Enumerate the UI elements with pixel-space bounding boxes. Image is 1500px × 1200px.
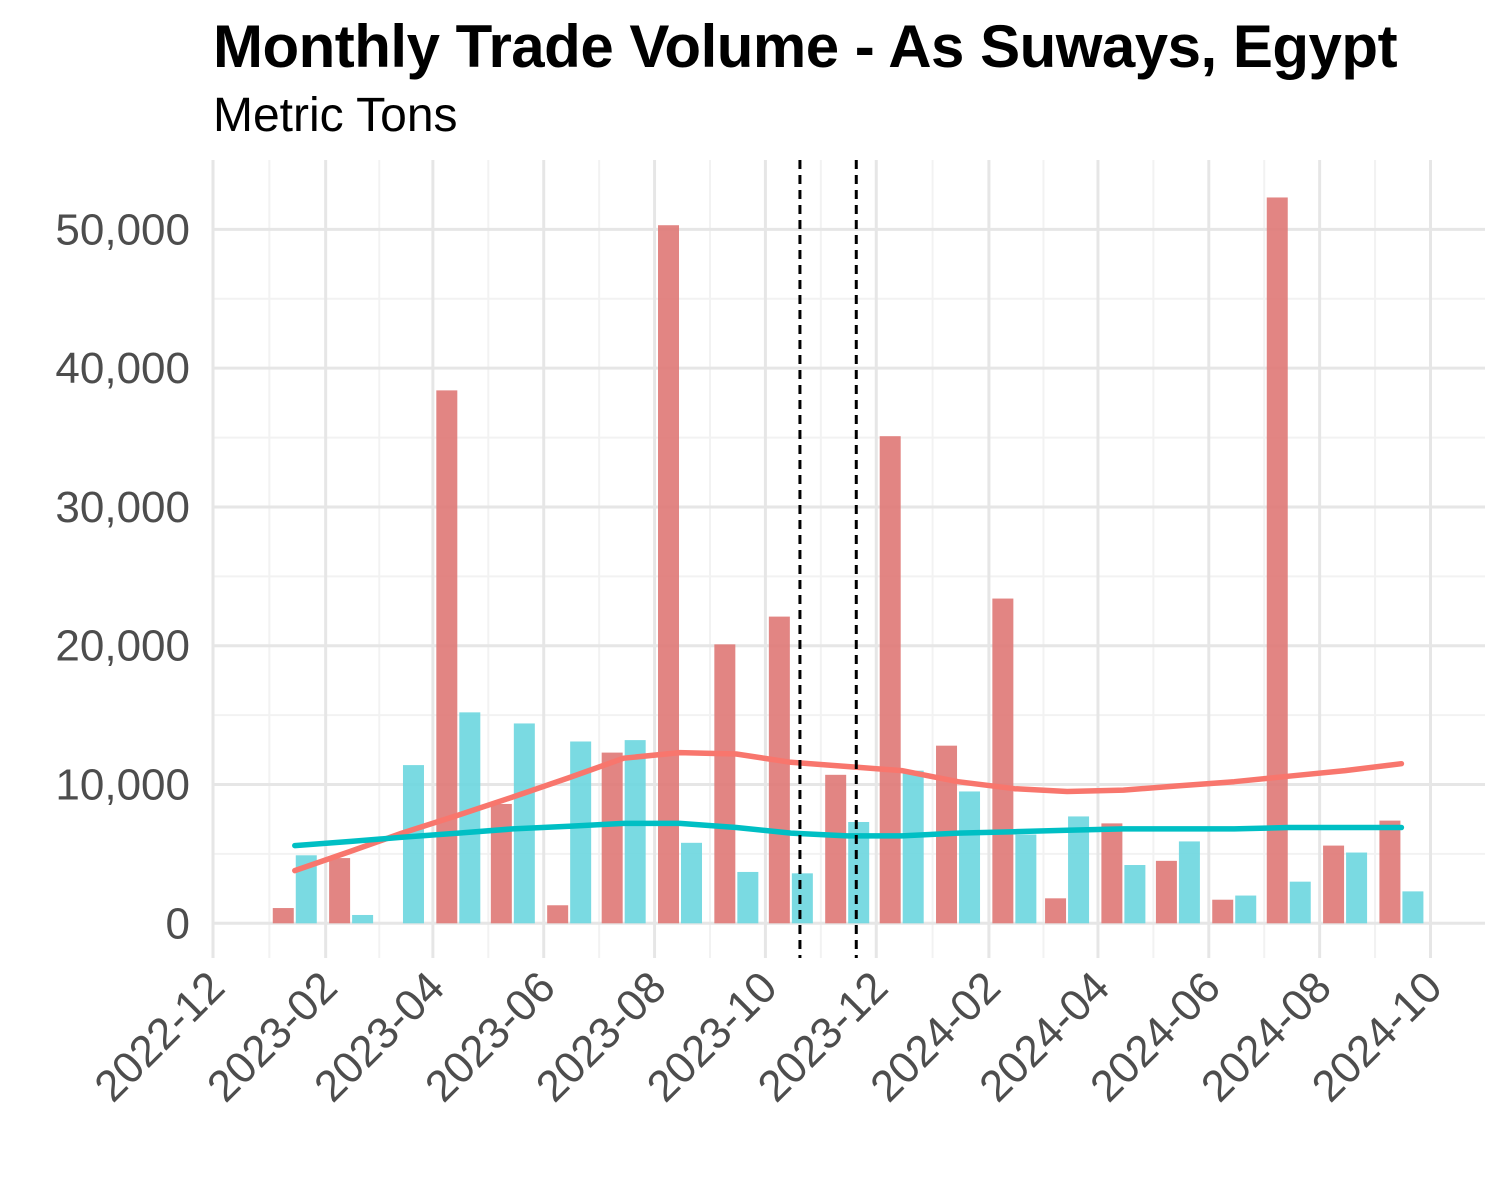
x-axis: 2022-122023-022023-042023-062023-082023-…	[85, 962, 1451, 1111]
bar-series-1	[272, 908, 294, 924]
y-axis: 0 10,000 20,000 30,000 40,000 50,000	[55, 205, 190, 948]
bar-series-1	[1155, 860, 1177, 924]
bar-series-2	[352, 914, 374, 924]
bar-series-2	[1402, 891, 1424, 924]
bar-series-1	[329, 858, 351, 924]
trend-lines	[292, 749, 1405, 874]
bar-series-1	[714, 644, 736, 924]
bar-series-1	[436, 390, 458, 924]
bar-series-2	[459, 712, 481, 924]
reference-lines	[798, 160, 858, 958]
bar-series-2	[1068, 816, 1090, 924]
bar-series-2	[1289, 881, 1311, 924]
bar-series-1	[1045, 898, 1067, 924]
bar-series-2	[681, 842, 703, 924]
bar-series-1	[490, 803, 512, 924]
bar-series-2	[902, 770, 924, 924]
y-tick-label: 20,000	[55, 622, 190, 671]
bar-series-2	[513, 723, 535, 924]
trend-line-series-1	[292, 749, 1405, 874]
y-tick-label: 30,000	[55, 483, 190, 532]
bar-series-1	[1101, 823, 1123, 924]
y-tick-label: 10,000	[55, 761, 190, 810]
bar-series-2	[791, 873, 813, 924]
bar-series-2	[1346, 852, 1368, 924]
bar-series-1	[1379, 820, 1401, 924]
chart-subtitle: Metric Tons	[213, 89, 458, 142]
bar-series-1	[1266, 197, 1288, 924]
bars	[272, 197, 1424, 924]
bar-series-1	[1323, 845, 1345, 924]
bar-series-2	[737, 871, 759, 924]
bar-series-1	[601, 752, 623, 924]
bar-series-2	[1178, 841, 1200, 924]
bar-series-1	[825, 774, 847, 924]
bar-series-2	[402, 765, 424, 924]
chart-title: Monthly Trade Volume - As Suways, Egypt	[213, 13, 1398, 80]
bar-series-2	[624, 740, 646, 924]
bar-series-1	[768, 616, 790, 924]
bar-series-2	[1124, 865, 1146, 924]
bar-series-2	[848, 821, 870, 924]
bar-series-1	[992, 598, 1014, 924]
y-tick-label: 50,000	[55, 205, 190, 254]
bar-series-1	[1212, 899, 1234, 924]
bar-series-2	[959, 791, 981, 924]
bar-series-2	[1015, 834, 1037, 924]
bar-series-2	[295, 855, 317, 924]
y-tick-label: 0	[166, 899, 190, 948]
trend-line-series-2	[292, 820, 1405, 849]
bar-series-1	[658, 225, 680, 924]
y-tick-label: 40,000	[55, 344, 190, 393]
bar-series-1	[547, 905, 569, 924]
bar-series-1	[879, 436, 901, 924]
bar-series-2	[1235, 895, 1257, 924]
bar-series-2	[570, 741, 592, 924]
